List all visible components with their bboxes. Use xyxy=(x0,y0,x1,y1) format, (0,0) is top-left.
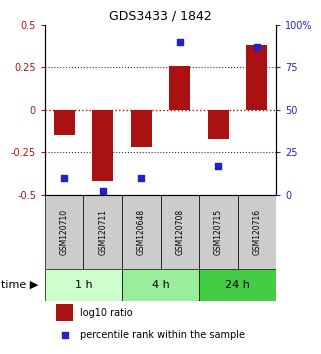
Bar xyxy=(54,110,75,135)
FancyBboxPatch shape xyxy=(45,195,83,269)
Text: GSM120648: GSM120648 xyxy=(137,209,146,255)
Bar xyxy=(92,110,113,181)
Text: GSM120716: GSM120716 xyxy=(252,209,261,255)
Text: 24 h: 24 h xyxy=(225,280,250,290)
Text: log10 ratio: log10 ratio xyxy=(80,308,132,318)
Point xyxy=(254,44,259,50)
FancyBboxPatch shape xyxy=(122,269,199,301)
Point xyxy=(139,175,144,181)
Point xyxy=(177,39,182,45)
Text: GSM120710: GSM120710 xyxy=(60,209,69,255)
Point xyxy=(62,175,67,181)
Title: GDS3433 / 1842: GDS3433 / 1842 xyxy=(109,9,212,22)
Text: GSM120708: GSM120708 xyxy=(175,209,184,255)
Bar xyxy=(208,110,229,139)
Text: 1 h: 1 h xyxy=(75,280,92,290)
Point xyxy=(216,163,221,169)
Text: GSM120711: GSM120711 xyxy=(98,209,107,255)
FancyBboxPatch shape xyxy=(238,195,276,269)
Text: percentile rank within the sample: percentile rank within the sample xyxy=(80,330,245,340)
Text: GSM120715: GSM120715 xyxy=(214,209,223,255)
FancyBboxPatch shape xyxy=(199,195,238,269)
Bar xyxy=(169,65,190,110)
Bar xyxy=(56,304,73,321)
FancyBboxPatch shape xyxy=(83,195,122,269)
FancyBboxPatch shape xyxy=(122,195,160,269)
Bar xyxy=(131,110,152,147)
FancyBboxPatch shape xyxy=(199,269,276,301)
Bar xyxy=(246,45,267,110)
FancyBboxPatch shape xyxy=(45,269,122,301)
Point xyxy=(100,188,105,194)
FancyBboxPatch shape xyxy=(160,195,199,269)
Text: 4 h: 4 h xyxy=(152,280,169,290)
Text: time ▶: time ▶ xyxy=(1,280,39,290)
